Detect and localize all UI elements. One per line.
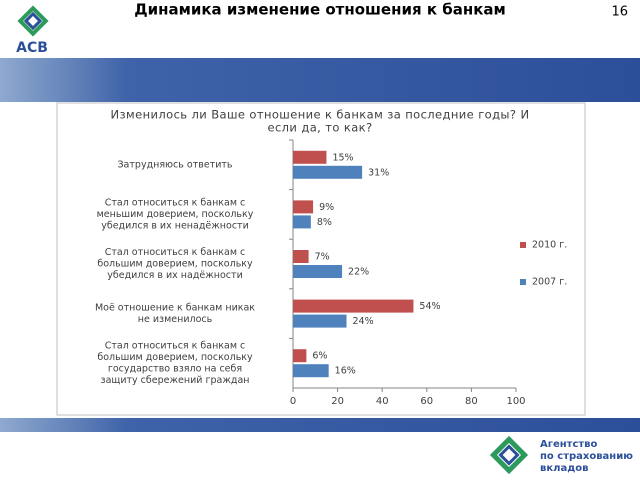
legend-label: 2007 г. [532,277,567,288]
bar [293,250,309,263]
value-label: 8% [317,217,332,228]
category-label: государство взяло на себя [108,363,242,374]
value-label: 54% [419,301,440,312]
bar [293,150,327,164]
bar [293,215,311,229]
category-label: Стал относиться к банкам с [105,197,246,208]
legend-label: 2010 г. [532,240,567,251]
agency-logo: Агентство по страхованию вкладов [489,435,633,475]
category-label: Затрудняюсь ответить [117,159,232,170]
agency-name: по страхованию [540,451,633,462]
bar [293,314,347,328]
category-label: большим доверием, поскольку [97,352,253,363]
value-label: 7% [315,252,330,263]
value-label: 9% [319,202,334,213]
legend-swatch [520,279,526,285]
category-label: большим доверием, поскольку [97,259,253,270]
category-label: Моё отношение к банкам никак [95,302,255,313]
value-label: 16% [335,366,356,377]
header-band [0,58,640,102]
category-label: Стал относиться к банкам с [105,340,246,351]
x-tick-label: 100 [506,396,525,407]
category-label: убедился в их надёжности [107,270,243,281]
value-label: 6% [312,351,327,362]
footer-band [0,418,640,432]
bar [293,165,363,179]
slide-title: Динамика изменение отношения к банкам [134,1,506,19]
logo: АСВ [16,5,49,56]
category-label: Стал относиться к банкам с [105,247,246,258]
page-number: 16 [611,5,628,20]
value-label: 31% [368,167,389,178]
bar [293,299,414,313]
value-label: 22% [348,267,369,278]
x-tick-label: 20 [331,396,344,407]
bar [293,265,343,278]
legend-swatch [520,242,526,248]
x-tick-label: 80 [465,396,478,407]
agency-name: Агентство [540,439,598,450]
chart-title: если да, то как? [267,121,372,135]
bar [293,364,329,378]
chart-title: Изменилось ли Ваше отношение к банкам за… [111,108,530,122]
logo-text: АСВ [16,40,48,56]
category-label: меньшим доверием, поскольку [97,209,254,220]
value-label: 15% [332,152,353,163]
bar [293,349,307,363]
x-tick-label: 60 [420,396,433,407]
value-label: 24% [353,316,374,327]
x-tick-label: 40 [376,396,389,407]
agency-name: вкладов [540,463,588,474]
bar [293,200,314,214]
x-tick-label: 0 [290,396,296,407]
category-label: убедился в их ненадёжности [101,220,249,231]
category-label: защиту сбережений граждан [101,375,250,386]
category-label: не изменилось [138,314,213,325]
